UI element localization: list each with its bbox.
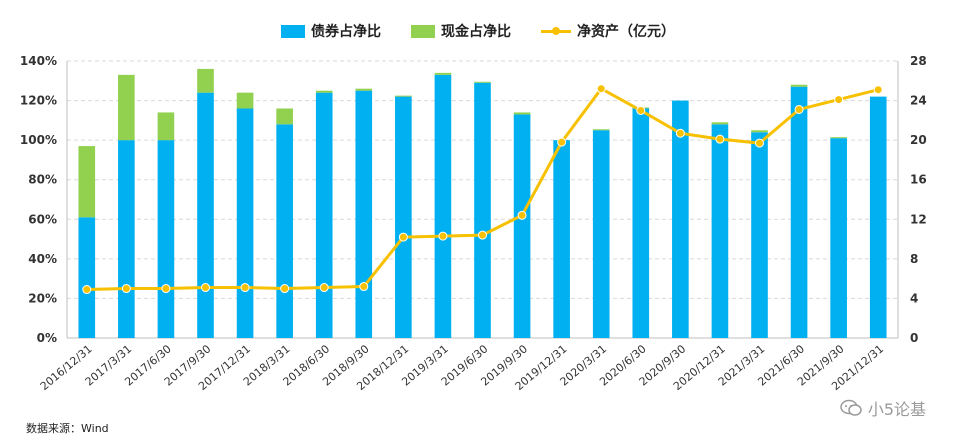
left-axis-tick-label: 60%: [28, 212, 57, 226]
bar-bonds: [78, 217, 96, 338]
bar-bonds: [434, 74, 452, 338]
bar-cash: [395, 95, 412, 97]
x-axis-tick-label: 2016/12/31: [38, 342, 95, 393]
point-net-assets: [596, 84, 606, 94]
point-net-assets: [240, 283, 250, 293]
data-source-note: 数据来源：Wind: [26, 422, 109, 435]
legend-label-nav: 净资产（亿元）: [577, 24, 675, 40]
right-axis-tick-label: 24: [910, 94, 927, 108]
right-axis-tick-label: 8: [910, 252, 918, 266]
right-axis-tick-label: 12: [910, 212, 927, 226]
legend-item-cash: 现金占净比: [411, 21, 511, 41]
right-axis-tick-label: 4: [910, 291, 918, 305]
bar-cash: [830, 137, 847, 139]
bar-bonds: [157, 140, 175, 338]
bar-bonds: [474, 82, 491, 338]
bar-cash: [711, 122, 729, 125]
point-net-assets: [438, 231, 448, 241]
bar-bonds: [315, 92, 333, 339]
bar-bonds: [830, 138, 847, 338]
bar-bonds: [276, 124, 293, 338]
bar-bonds: [632, 108, 650, 338]
point-net-assets: [478, 230, 487, 240]
legend-item-nav: 净资产（亿元）: [541, 21, 675, 41]
bar-bonds: [553, 140, 570, 338]
right-axis-tick-label: 16: [910, 173, 927, 187]
bar-bonds: [513, 114, 531, 339]
bar-cash: [197, 68, 214, 93]
point-net-assets: [121, 284, 131, 294]
legend-item-bonds: 债券占净比: [281, 21, 381, 41]
point-net-assets: [675, 128, 685, 138]
bar-cash: [355, 88, 373, 91]
left-axis-tick-label: 100%: [20, 133, 57, 147]
bar-bonds: [869, 96, 887, 338]
point-net-assets: [319, 283, 329, 293]
legend-label-bonds: 债券占净比: [311, 24, 381, 40]
right-axis-tick-label: 20: [910, 133, 927, 147]
watermark-text: 小5论基: [867, 400, 926, 419]
point-net-assets: [557, 137, 567, 147]
point-net-assets: [755, 138, 764, 148]
bar-bonds: [672, 100, 689, 338]
point-net-assets: [359, 282, 369, 292]
bar-bonds: [790, 86, 808, 338]
bar-cash: [276, 108, 293, 125]
legend-swatch-nav: [541, 25, 571, 38]
bar-bonds: [751, 132, 768, 338]
legend-label-cash: 现金占净比: [441, 24, 511, 40]
chart-legend: 债券占净比 现金占净比 净资产（亿元）: [0, 18, 956, 44]
point-net-assets: [161, 284, 171, 294]
point-net-assets: [873, 85, 883, 95]
wechat-icon: [840, 399, 862, 416]
point-net-assets: [636, 105, 646, 115]
legend-swatch-cash: [411, 24, 435, 38]
left-axis-tick-label: 120%: [20, 94, 57, 108]
point-net-assets: [398, 232, 408, 242]
bar-cash: [474, 81, 491, 83]
bar-bonds: [118, 140, 135, 338]
bar-cash: [592, 129, 610, 131]
point-net-assets: [794, 104, 804, 114]
bar-cash: [157, 112, 175, 141]
bar-cash: [751, 130, 768, 133]
bar-bonds: [355, 90, 373, 338]
left-axis-tick-label: 0%: [37, 331, 57, 345]
bar-bonds: [592, 130, 610, 338]
left-axis-tick-label: 140%: [20, 54, 57, 68]
bar-bonds: [197, 92, 214, 339]
bar-cash: [790, 84, 808, 87]
watermark: 小5论基: [840, 396, 926, 420]
legend-swatch-bonds: [281, 24, 305, 38]
right-axis-tick-label: 28: [910, 54, 927, 68]
left-axis-tick-label: 80%: [28, 173, 57, 187]
point-net-assets: [82, 285, 92, 295]
bar-cash: [236, 92, 254, 109]
right-axis-tick-label: 0: [910, 331, 918, 345]
bar-cash: [78, 146, 96, 218]
bar-bonds: [395, 96, 412, 338]
bar-bonds: [711, 124, 729, 338]
bar-bonds: [236, 108, 254, 338]
bar-cash: [315, 90, 333, 93]
point-net-assets: [280, 284, 290, 294]
point-net-assets: [715, 134, 725, 144]
point-net-assets: [201, 283, 210, 293]
point-net-assets: [834, 95, 844, 105]
point-net-assets: [517, 210, 527, 220]
bar-cash: [513, 112, 531, 115]
bar-cash: [434, 72, 452, 75]
bar-cash: [118, 74, 135, 141]
left-axis-tick-label: 20%: [28, 291, 57, 305]
left-axis-tick-label: 40%: [28, 252, 57, 266]
